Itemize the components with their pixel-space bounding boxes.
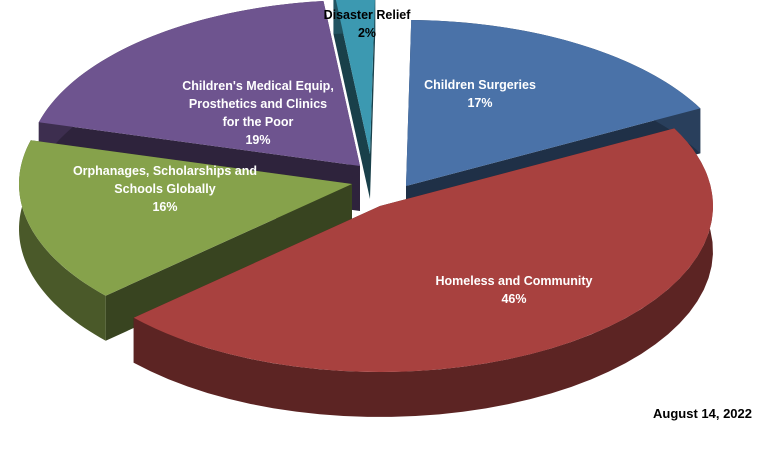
slice-label: Orphanages, Scholarships and Schools Glob… — [73, 164, 257, 214]
slice-percent: 19% — [245, 133, 270, 147]
slice-label: Children Surgeries 17% — [424, 78, 536, 110]
slice-label: Disaster Relief 2% — [324, 8, 412, 40]
slice-label-line: Children Surgeries — [424, 78, 536, 92]
pie-slice-rim — [19, 140, 106, 341]
slice-label-line: Disaster Relief — [324, 8, 412, 22]
slice-label-line: Orphanages, Scholarships and — [73, 164, 257, 178]
slice-percent: 2% — [358, 26, 376, 40]
slice-label-line: Prosthetics and Clinics — [189, 97, 327, 111]
slice-percent: 46% — [501, 292, 526, 306]
pie-slice — [133, 128, 713, 372]
pie-slice-rim — [133, 128, 713, 417]
slice-label: Children's Medical Equip, Prosthetics and… — [182, 79, 334, 147]
pie-slice-wall — [333, 0, 370, 199]
slice-label-line: Schools Globally — [114, 182, 215, 196]
date-label: August 14, 2022 — [653, 406, 752, 421]
slice-label-line: Children's Medical Equip, — [182, 79, 334, 93]
slice-label-line: Homeless and Community — [436, 274, 593, 288]
pie-slice — [38, 1, 361, 166]
pie-slice-wall — [105, 184, 352, 341]
pie-slice — [335, 0, 375, 154]
slice-label-line: for the Poor — [223, 115, 294, 129]
pie-slice-wall — [370, 0, 376, 199]
slice-percent: 16% — [152, 200, 177, 214]
slice-percent: 17% — [467, 96, 492, 110]
pie-slice — [406, 20, 701, 187]
pie-slice — [19, 140, 352, 296]
slice-label: Homeless and Community 46% — [436, 274, 593, 306]
